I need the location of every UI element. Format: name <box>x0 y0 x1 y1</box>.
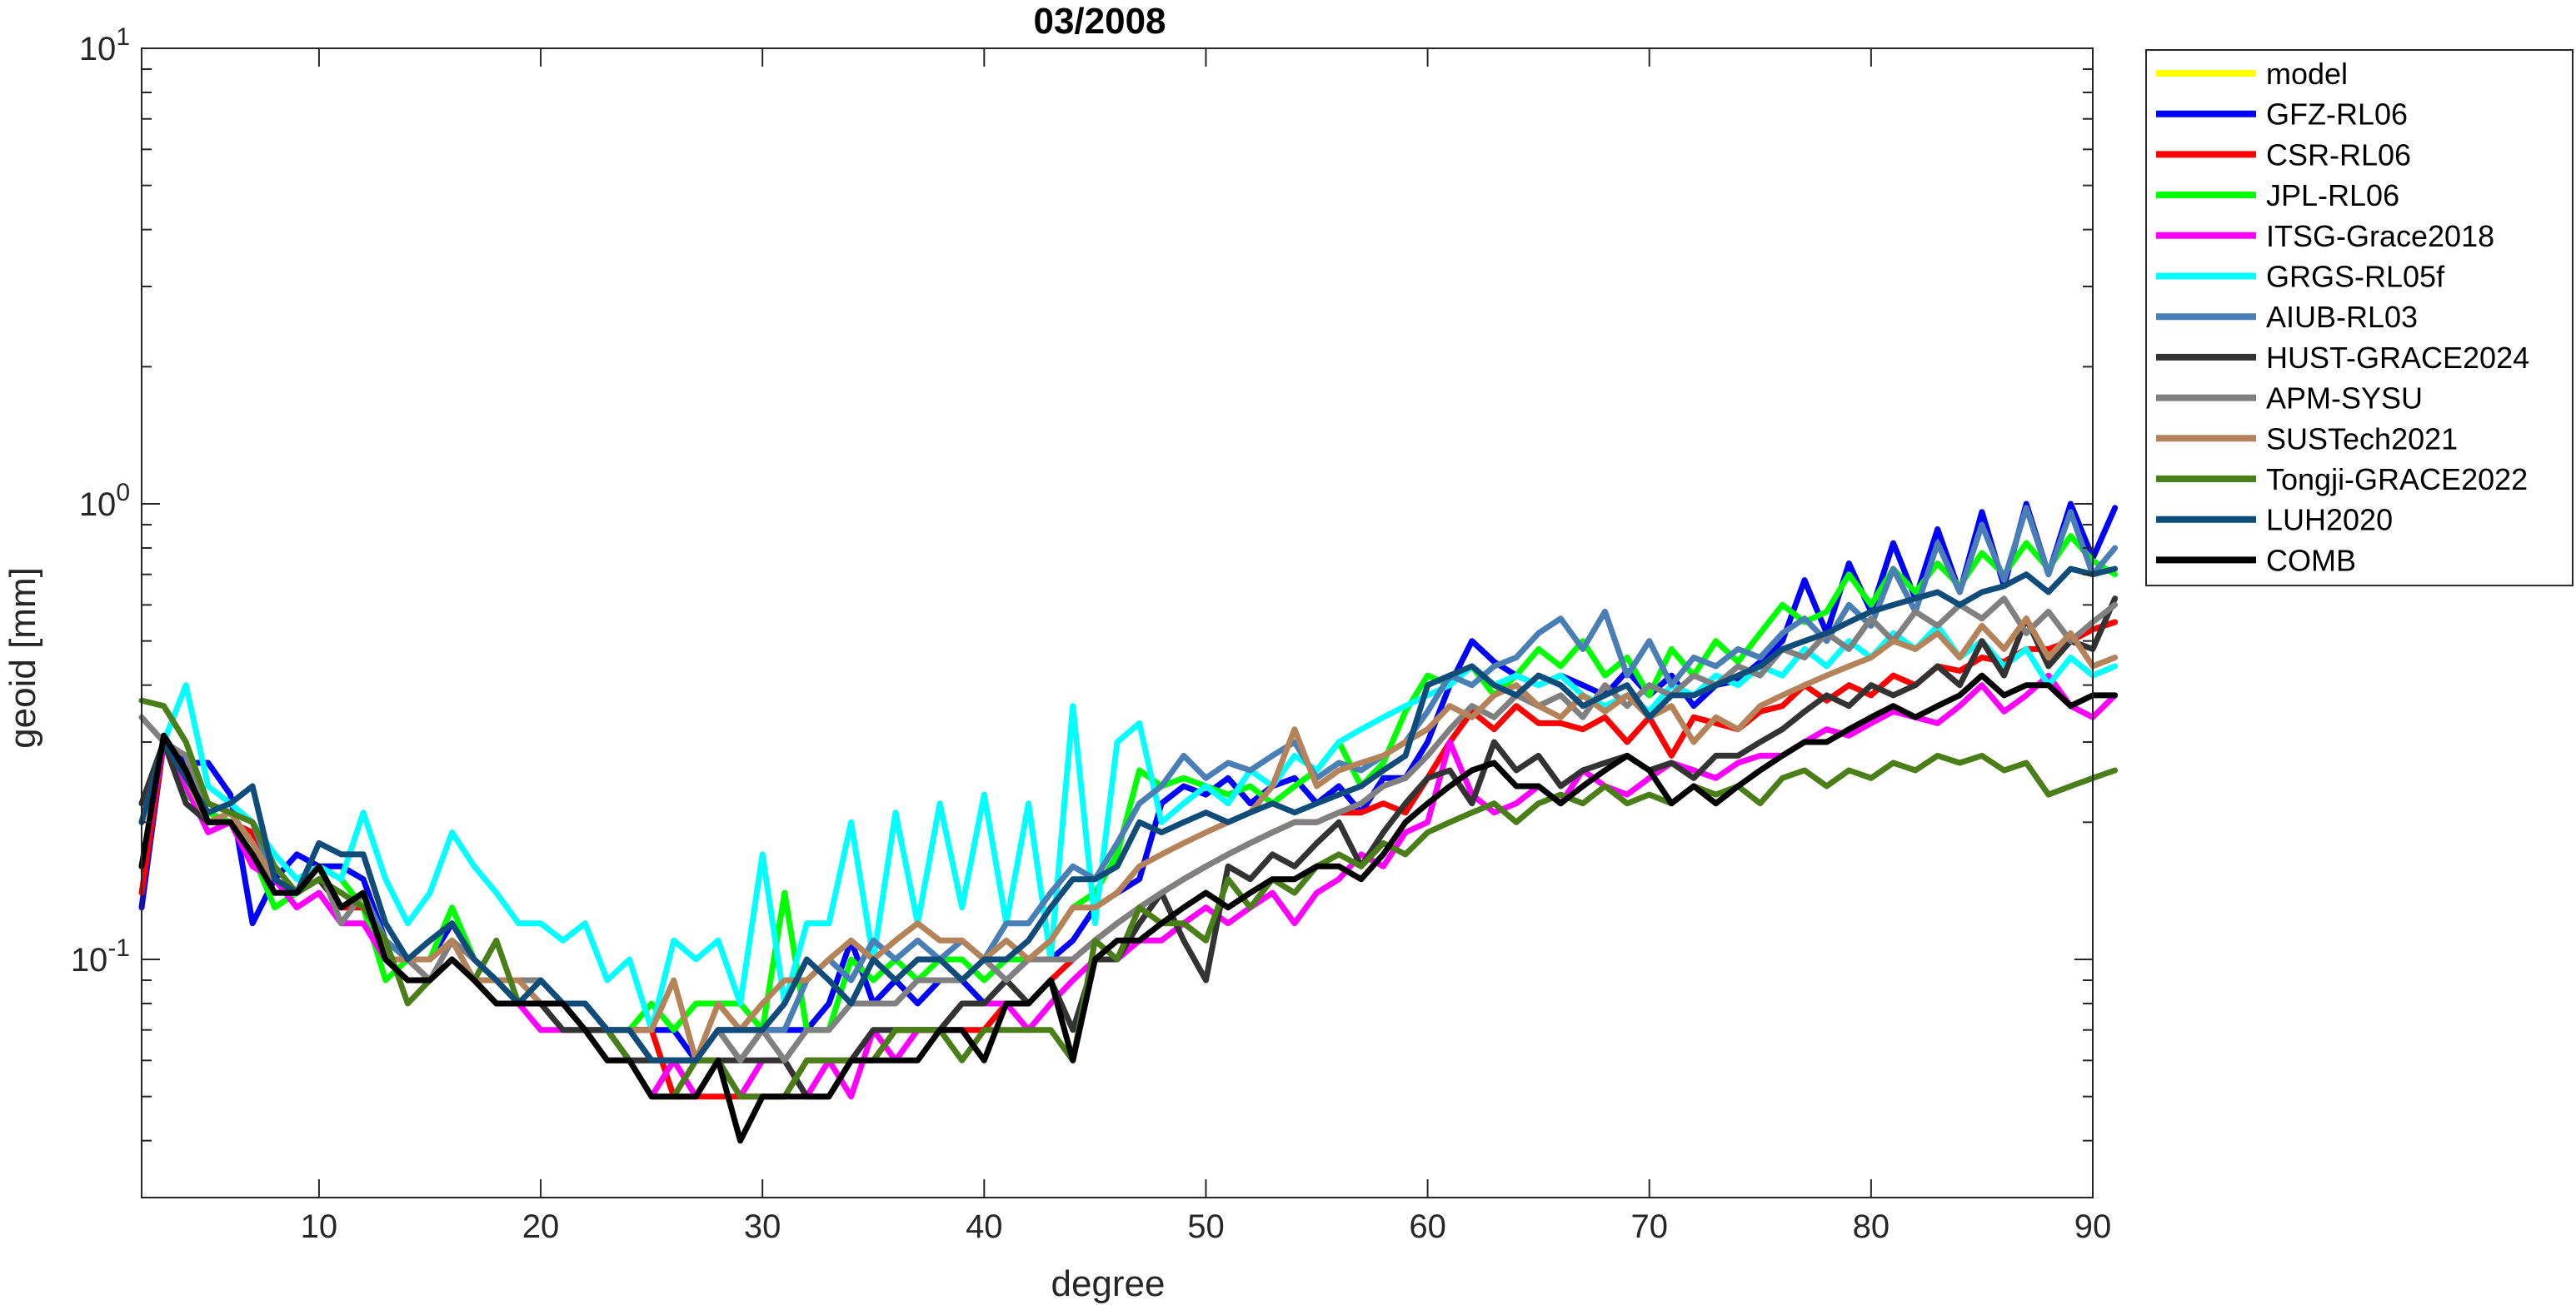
legend-label-comb: COMB <box>2266 543 2356 577</box>
x-tick-label: 40 <box>966 1208 1003 1245</box>
axes-frame <box>141 47 2094 1198</box>
legend-label-gfz-rl06: GFZ-RL06 <box>2266 97 2408 132</box>
x-tick-label: 30 <box>744 1208 781 1245</box>
legend-label-itsg-grace2018: ITSG-Grace2018 <box>2266 219 2494 253</box>
x-tick-label: 90 <box>2074 1208 2112 1245</box>
legend-label-csr-rl06: CSR-RL06 <box>2266 137 2411 172</box>
legend-label-grgs-rl05f: GRGS-RL05f <box>2266 260 2445 294</box>
axes-box <box>141 47 2094 1198</box>
legend-label-luh2020: LUH2020 <box>2266 503 2393 537</box>
legend-label-aiub-rl03: AIUB-RL03 <box>2266 300 2418 334</box>
x-tick-label: 20 <box>522 1208 560 1245</box>
x-ticks: 10 20 30 40 50 60 70 80 90 <box>301 48 2112 1245</box>
y-tick-label: 101 <box>79 23 130 67</box>
x-tick-label: 80 <box>1853 1208 1890 1245</box>
x-tick-label: 50 <box>1187 1208 1225 1245</box>
x-tick-label: 10 <box>301 1208 338 1245</box>
legend-label-hust-grace2024: HUST-GRACE2024 <box>2266 341 2529 375</box>
chart-title: 03/2008 <box>1033 1 1166 42</box>
y-tick-label: 100 <box>79 479 130 523</box>
y-ticks: 10-1 100 101 <box>71 23 2093 1198</box>
y-tick-label: 10-1 <box>71 934 130 979</box>
x-tick-label: 60 <box>1409 1208 1446 1245</box>
y-axis-label: geoid [mm] <box>2 567 43 749</box>
legend-label-tongji-grace2022: Tongji-GRACE2022 <box>2266 462 2528 496</box>
legend-label-apm-sysu: APM-SYSU <box>2266 381 2423 416</box>
legend-label-jpl-rl06: JPL-RL06 <box>2266 178 2399 212</box>
legend: model GFZ-RL06 CSR-RL06 JPL-RL06 ITSG-Grace2… <box>2145 49 2574 587</box>
series-line-comb <box>138 672 2119 1144</box>
legend-label-model: model <box>2266 57 2348 91</box>
series-line-luh2020 <box>138 565 2119 1063</box>
series-line-grgs-rl05f <box>138 622 2119 1034</box>
x-axis-label: degree <box>1051 1263 1165 1304</box>
legend-label-sustech2021: SUSTech2021 <box>2266 421 2458 456</box>
plot-series <box>138 501 2119 1144</box>
x-tick-label: 70 <box>1630 1208 1668 1245</box>
